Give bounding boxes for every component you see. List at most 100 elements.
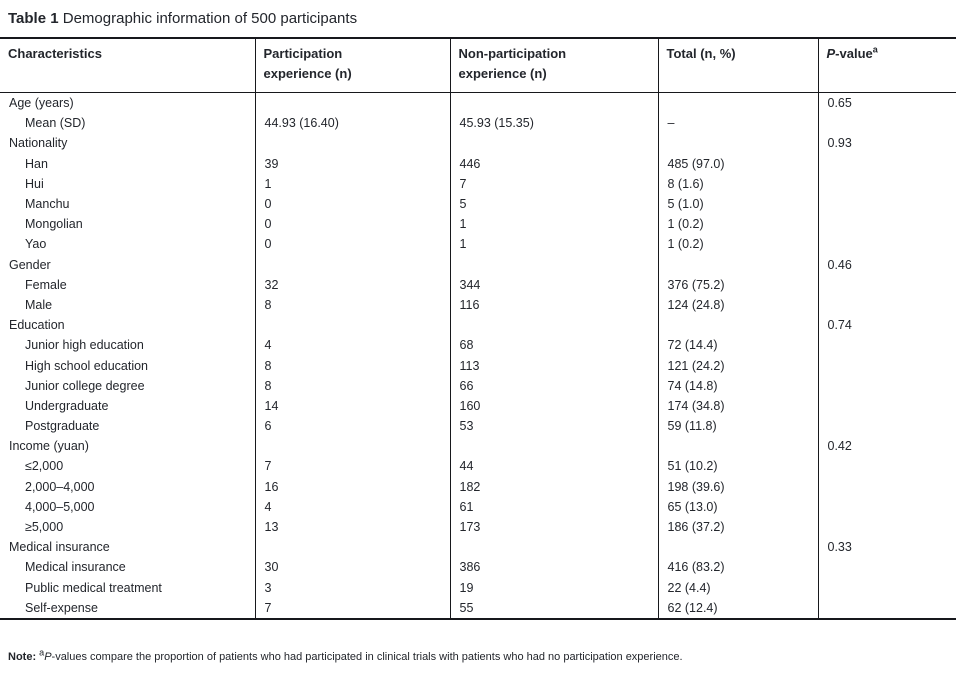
non-participation-cell: 1 xyxy=(449,234,658,255)
row-label: Income (yuan) xyxy=(9,439,89,454)
table-title-text: Demographic information of 500 participa… xyxy=(58,10,358,27)
participation-cell: 7 xyxy=(254,456,450,477)
non-participation-cell xyxy=(449,537,658,558)
participation-cell: 7 xyxy=(254,597,450,619)
non-participation-cell: 53 xyxy=(449,416,658,437)
non-participation-cell xyxy=(449,315,658,336)
p-value-cell xyxy=(817,335,956,356)
non-participation-cell: 344 xyxy=(449,274,658,295)
participation-cell: 4 xyxy=(254,335,450,356)
p-value-cell: 0.33 xyxy=(817,537,956,558)
table-row: Yao 0 1 1 (0.2) xyxy=(0,234,956,255)
participation-cell: 39 xyxy=(254,153,450,174)
table-row: Age (years) 0.65 xyxy=(0,92,956,114)
participation-cell: 0 xyxy=(254,214,450,235)
table-row: ≥5,000 13 173 186 (37.2) xyxy=(0,516,956,538)
row-label: Self-expense xyxy=(25,600,98,615)
table-row: Education 0.74 xyxy=(0,315,956,336)
total-cell: 62 (12.4) xyxy=(657,597,818,619)
header-non-participation: Non-participation experience (n) xyxy=(449,38,658,93)
non-participation-cell: 19 xyxy=(449,577,658,598)
p-value-cell xyxy=(817,113,956,134)
total-cell xyxy=(657,315,818,336)
header-p-value-sup: a xyxy=(872,44,878,55)
p-value-cell xyxy=(817,496,956,517)
table-number-label: Table 1 xyxy=(8,10,59,27)
p-value-cell: 0.46 xyxy=(817,254,956,275)
non-participation-cell xyxy=(449,436,658,457)
row-label: Education xyxy=(9,318,65,333)
non-participation-cell: 1 xyxy=(449,214,658,235)
table-row: Postgraduate 6 53 59 (11.8) xyxy=(0,416,956,437)
row-label: Male xyxy=(25,297,53,312)
table-row: Gender 0.46 xyxy=(0,254,956,275)
row-label: Han xyxy=(25,156,48,171)
p-value-cell xyxy=(817,193,956,215)
row-label: ≥5,000 xyxy=(25,520,64,535)
total-cell: 74 (14.8) xyxy=(657,375,818,396)
row-label: Medical insurance xyxy=(25,560,126,575)
non-participation-cell: 160 xyxy=(449,395,658,416)
p-value-cell xyxy=(817,375,956,396)
participation-cell: 6 xyxy=(254,416,450,437)
non-participation-cell xyxy=(449,254,658,275)
non-participation-cell: 173 xyxy=(449,516,658,538)
header-non-participation-line2: experience (n) xyxy=(458,66,547,81)
total-cell xyxy=(657,254,818,275)
p-value-cell xyxy=(817,274,956,295)
participation-cell xyxy=(254,436,450,457)
total-cell: 1 (0.2) xyxy=(657,214,818,235)
total-cell: 59 (11.8) xyxy=(657,416,818,437)
non-participation-cell: 116 xyxy=(449,294,658,316)
note-label: Note: xyxy=(8,651,37,663)
total-cell: 186 (37.2) xyxy=(657,516,818,538)
row-label: Junior high education xyxy=(25,338,144,353)
p-value-cell: 0.65 xyxy=(817,92,956,114)
p-value-cell xyxy=(817,153,956,174)
participation-cell: 4 xyxy=(254,496,450,517)
table-row: Medical insurance 0.33 xyxy=(0,537,956,558)
participation-cell xyxy=(254,92,450,114)
total-cell: 1 (0.2) xyxy=(657,234,818,255)
row-label: Yao xyxy=(25,237,47,252)
row-label: Medical insurance xyxy=(9,540,110,555)
participation-cell: 32 xyxy=(254,274,450,295)
non-participation-cell: 113 xyxy=(449,355,658,376)
header-total-label: Total (n, %) xyxy=(666,46,736,61)
table-row: Nationality 0.93 xyxy=(0,133,956,154)
p-value-cell xyxy=(817,355,956,376)
total-cell xyxy=(657,436,818,457)
participation-cell: 8 xyxy=(254,294,450,316)
header-participation-line1: Participation xyxy=(263,46,343,61)
p-value-cell: 0.93 xyxy=(817,133,956,154)
note-text: -values compare the proportion of patien… xyxy=(51,651,683,663)
non-participation-cell xyxy=(449,92,658,114)
p-value-cell xyxy=(817,395,956,416)
header-characteristics: Characteristics xyxy=(0,38,255,93)
row-label: Public medical treatment xyxy=(25,580,162,595)
table-row: Junior college degree 8 66 74 (14.8) xyxy=(0,375,956,396)
non-participation-cell xyxy=(449,133,658,154)
participation-cell: 44.93 (16.40) xyxy=(254,113,450,134)
header-p-value: P-valuea xyxy=(817,38,956,93)
table-row: Mean (SD) 44.93 (16.40) 45.93 (15.35) – xyxy=(0,113,956,134)
table-row: 2,000–4,000 16 182 198 (39.6) xyxy=(0,476,956,497)
table-row: Male 8 116 124 (24.8) xyxy=(0,294,956,316)
table-header: Characteristics Participation experience… xyxy=(0,38,956,93)
p-value-cell: 0.42 xyxy=(817,436,956,457)
table-row: Mongolian 0 1 1 (0.2) xyxy=(0,214,956,235)
non-participation-cell: 61 xyxy=(449,496,658,517)
header-total: Total (n, %) xyxy=(657,38,818,93)
table-row: Income (yuan) 0.42 xyxy=(0,436,956,457)
non-participation-cell: 5 xyxy=(449,193,658,215)
participation-cell: 16 xyxy=(254,476,450,497)
participation-cell xyxy=(254,537,450,558)
row-label: Hui xyxy=(25,176,44,191)
table-row: Undergraduate 14 160 174 (34.8) xyxy=(0,395,956,416)
p-value-cell xyxy=(817,516,956,538)
total-cell: 124 (24.8) xyxy=(657,294,818,316)
header-non-participation-line1: Non-participation xyxy=(458,46,567,61)
p-value-cell xyxy=(817,597,956,619)
row-label: 2,000–4,000 xyxy=(25,479,95,494)
